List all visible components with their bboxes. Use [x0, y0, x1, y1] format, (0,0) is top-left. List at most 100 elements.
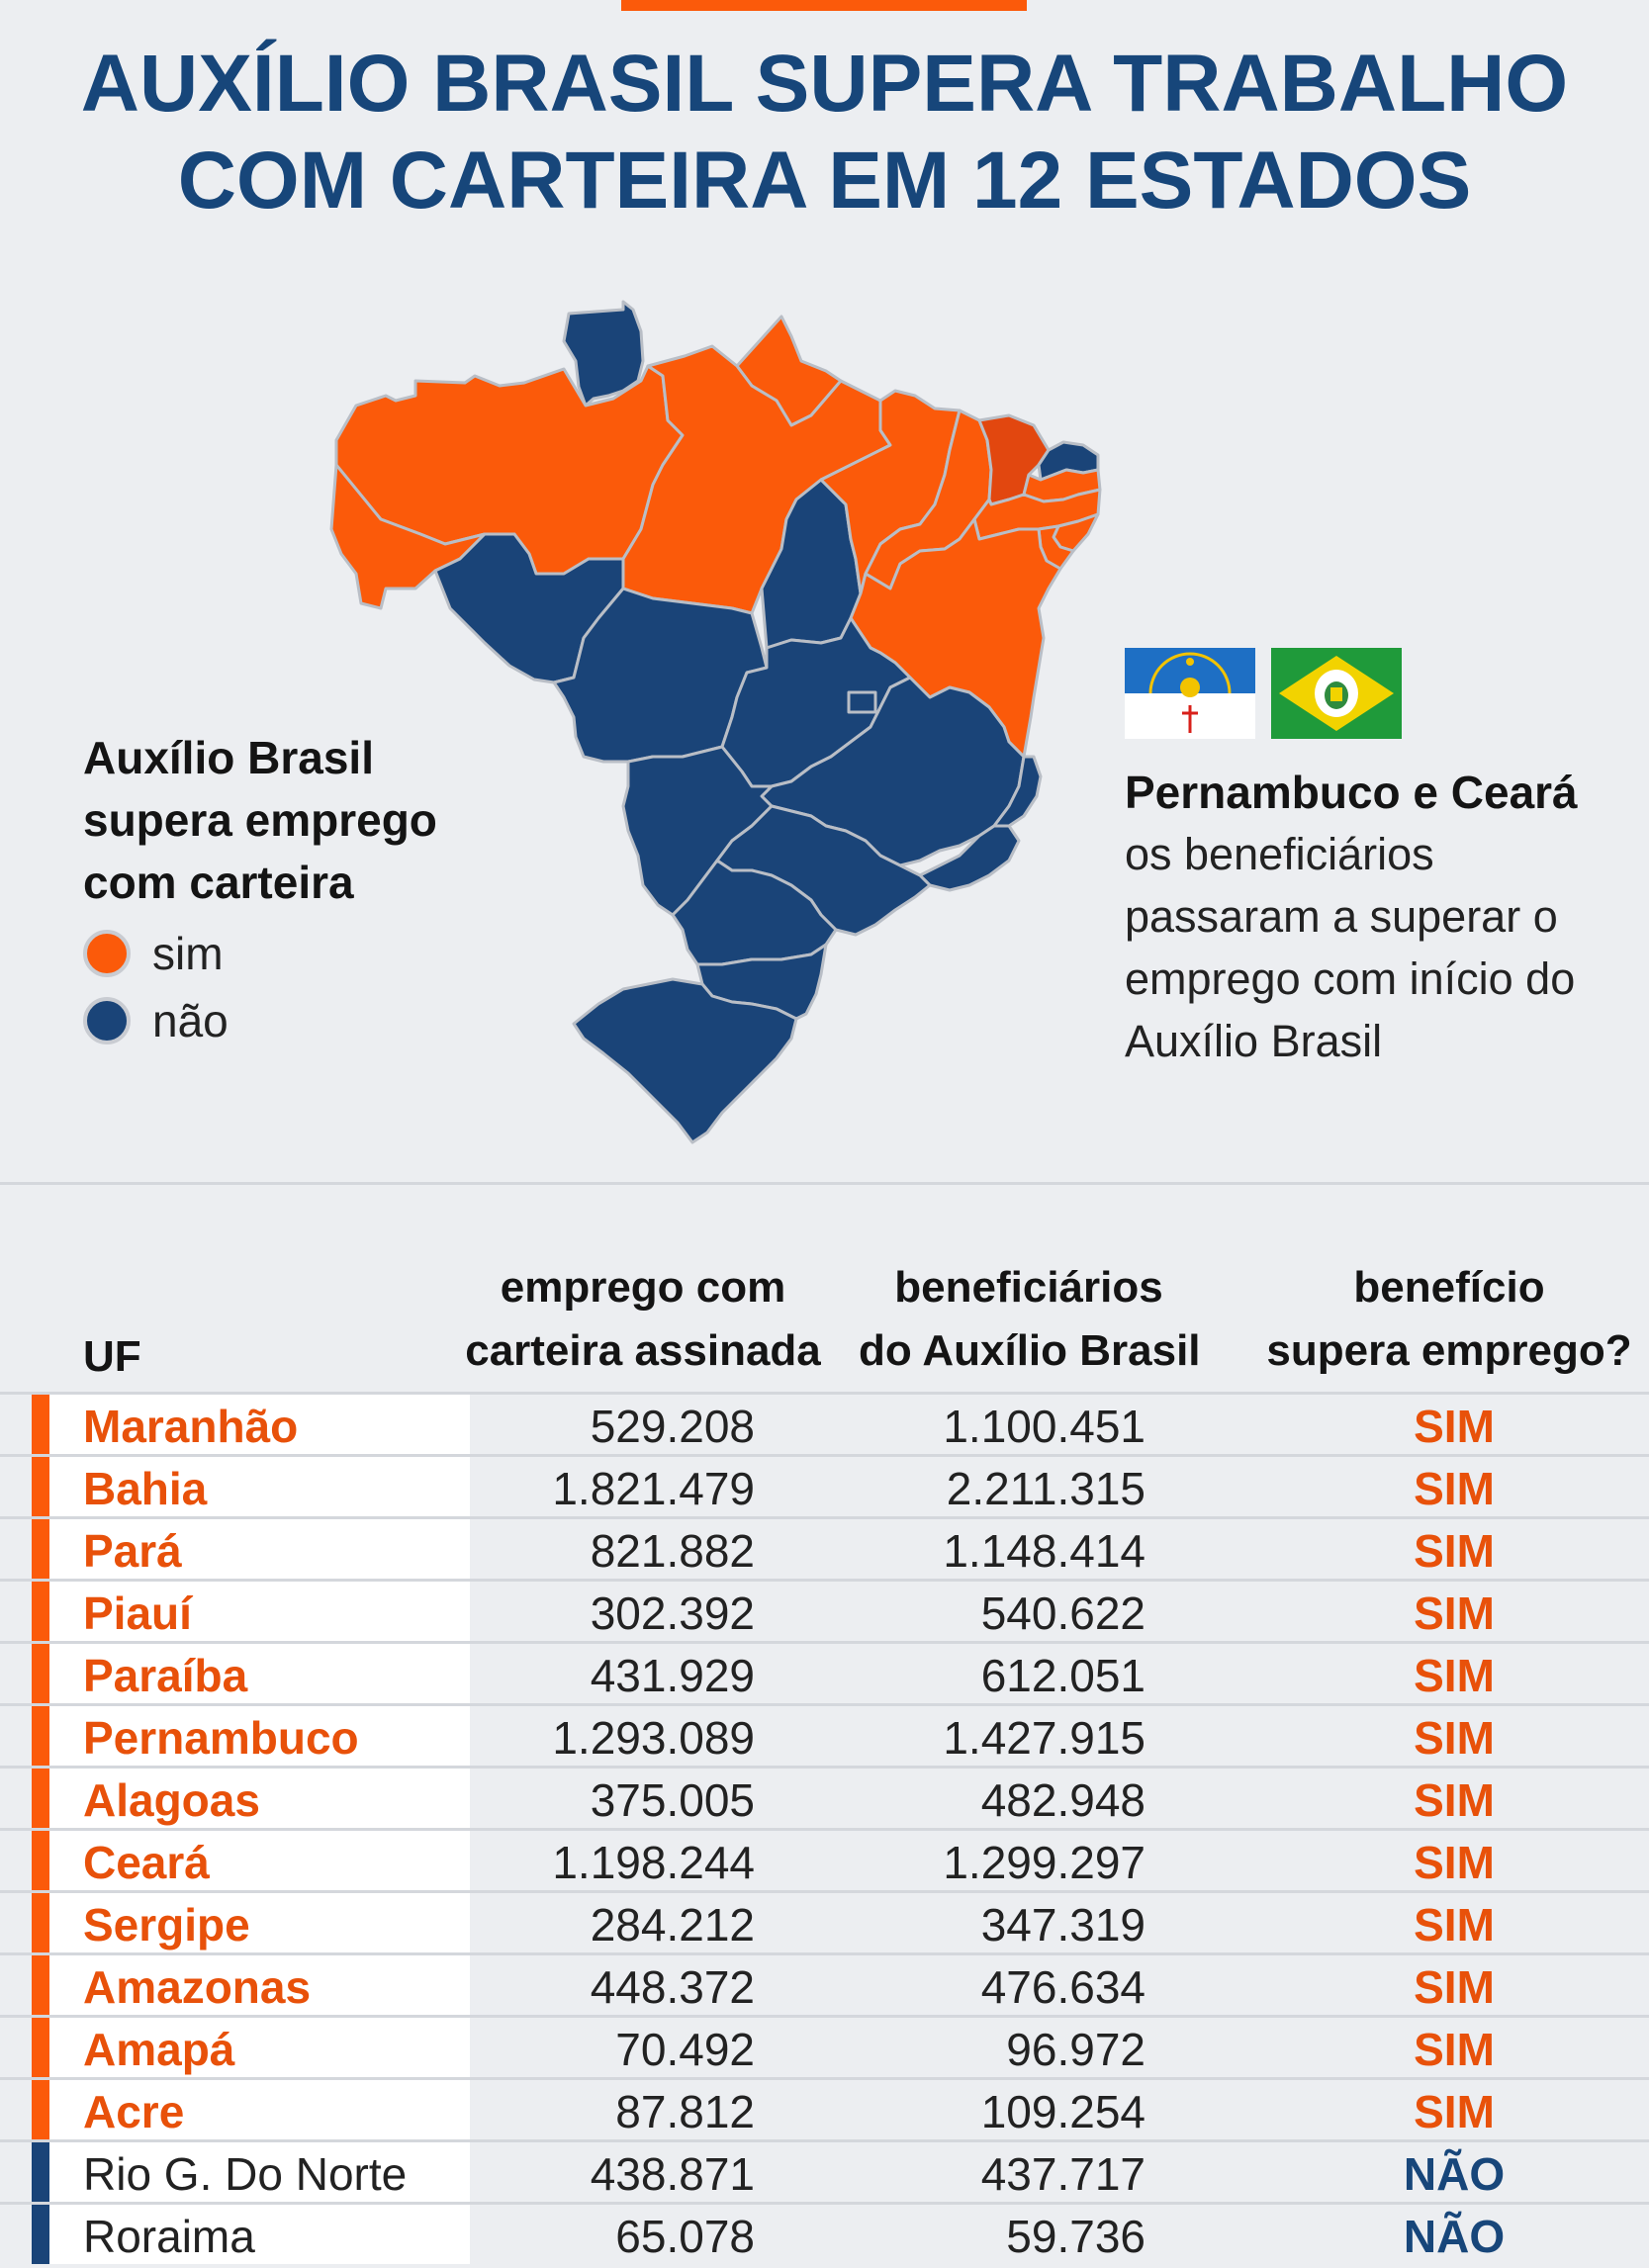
cell-emprego: 431.929 [590, 1650, 755, 1701]
map-legend: Auxílio Brasil supera emprego com cartei… [83, 727, 499, 1048]
title-line-2: COM CARTEIRA EM 12 ESTADOS [177, 136, 1472, 226]
cell-emprego: 1.293.089 [552, 1712, 755, 1764]
cell-uf: Rio G. Do Norte [83, 2148, 408, 2200]
legend-label-nao: não [152, 995, 229, 1046]
cell-uf: Acre [83, 2086, 185, 2137]
header-emprego-line2: carteira assinada [465, 1326, 821, 1375]
state-espirito-santo [992, 755, 1043, 828]
brazil-map [326, 292, 1157, 1162]
cell-emprego: 1.821.479 [552, 1463, 755, 1514]
cell-beneficiarios: 2.211.315 [946, 1463, 1145, 1514]
cell-emprego: 438.871 [590, 2148, 755, 2200]
cell-beneficiarios: 476.634 [980, 1961, 1145, 2013]
state-acre [329, 463, 487, 610]
cell-uf: Roraima [83, 2211, 255, 2262]
flags-note: Pernambuco e Ceará os beneficiários pass… [1125, 648, 1639, 1072]
cell-emprego: 87.812 [615, 2086, 755, 2137]
cell-emprego: 529.208 [590, 1401, 755, 1452]
page-title: AUXÍLIO BRASIL SUPERA TRABALHO COM CARTE… [0, 36, 1649, 229]
cell-beneficiarios: 540.622 [980, 1588, 1145, 1639]
row-marker [32, 2142, 49, 2202]
flags-row [1125, 648, 1639, 742]
cell-uf: Piauí [83, 1588, 192, 1639]
row-marker [32, 1955, 49, 2015]
cell-beneficiarios: 482.948 [980, 1774, 1145, 1826]
section-divider [0, 1182, 1649, 1185]
cell-supera: SIM [1414, 1463, 1495, 1514]
cell-beneficiarios: 1.427.915 [943, 1712, 1145, 1764]
table-header: UF emprego com carteira assinada benefic… [0, 1256, 1649, 1385]
cell-beneficiarios: 437.717 [980, 2148, 1145, 2200]
row-marker [32, 2080, 49, 2139]
header-beneficiarios-line1: beneficiários [894, 1263, 1163, 1312]
legend-dot-sim [83, 930, 131, 977]
cell-beneficiarios: 1.100.451 [943, 1401, 1145, 1452]
cell-uf: Bahia [83, 1463, 208, 1514]
row-marker [32, 1769, 49, 1828]
cell-supera: SIM [1414, 2086, 1495, 2137]
cell-supera: SIM [1414, 1837, 1495, 1888]
table-row: Amapá 70.492 96.972 SIM [0, 2015, 1649, 2077]
header-emprego: emprego com carteira assinada [455, 1256, 831, 1383]
cell-emprego: 375.005 [590, 1774, 755, 1826]
table-row: Paraíba 431.929 612.051 SIM [0, 1641, 1649, 1703]
cell-uf: Ceará [83, 1837, 210, 1888]
cell-supera: SIM [1414, 1525, 1495, 1577]
cell-uf: Pernambuco [83, 1712, 359, 1764]
row-marker [32, 1893, 49, 1952]
row-marker [32, 1395, 49, 1454]
cell-uf: Alagoas [83, 1774, 260, 1826]
ceara-flag-icon [1271, 648, 1402, 739]
pernambuco-flag-icon [1125, 648, 1255, 739]
cell-supera: SIM [1414, 1650, 1495, 1701]
note-body: os beneficiários passaram a superar o em… [1125, 829, 1576, 1066]
header-beneficiarios-line2: do Auxílio Brasil [859, 1326, 1201, 1375]
cell-uf: Sergipe [83, 1899, 250, 1950]
state-distrito-federal [847, 690, 877, 714]
table-row: Amazonas 448.372 476.634 SIM [0, 1952, 1649, 2015]
cell-uf: Amazonas [83, 1961, 312, 2013]
header-supera: benefício supera emprego? [1251, 1256, 1647, 1383]
header-beneficiarios: beneficiários do Auxílio Brasil [859, 1256, 1201, 1383]
cell-supera: NÃO [1403, 2148, 1506, 2200]
row-marker [32, 2205, 49, 2264]
header-supera-line1: benefício [1353, 1263, 1545, 1312]
table-row: Pará 821.882 1.148.414 SIM [0, 1516, 1649, 1579]
cell-beneficiarios: 612.051 [980, 1650, 1145, 1701]
table-row: Piauí 302.392 540.622 SIM [0, 1579, 1649, 1641]
cell-supera: SIM [1414, 1588, 1495, 1639]
table-row: Alagoas 375.005 482.948 SIM [0, 1766, 1649, 1828]
row-marker [32, 1582, 49, 1641]
legend-label-sim: sim [152, 928, 224, 979]
cell-uf: Paraíba [83, 1650, 248, 1701]
cell-uf: Maranhão [83, 1401, 299, 1452]
header-emprego-line1: emprego com [500, 1263, 786, 1312]
cell-supera: SIM [1414, 1712, 1495, 1764]
data-table: Maranhão 529.208 1.100.451 SIM Bahia 1.821.4… [0, 1392, 1649, 2264]
cell-beneficiarios: 59.736 [1006, 2211, 1145, 2262]
cell-supera: SIM [1414, 2024, 1495, 2075]
cell-supera: SIM [1414, 1961, 1495, 2013]
cell-supera: NÃO [1403, 2211, 1506, 2262]
title-line-1: AUXÍLIO BRASIL SUPERA TRABALHO [80, 39, 1569, 129]
cell-beneficiarios: 1.148.414 [943, 1525, 1145, 1577]
table-row: Acre 87.812 109.254 SIM [0, 2077, 1649, 2139]
cell-emprego: 302.392 [590, 1588, 755, 1639]
cell-supera: SIM [1414, 1401, 1495, 1452]
table-row: Pernambuco 1.293.089 1.427.915 SIM [0, 1703, 1649, 1766]
row-marker [32, 1831, 49, 1890]
table-row: Roraima 65.078 59.736 NÃO [0, 2202, 1649, 2264]
row-marker [32, 1519, 49, 1579]
cell-uf: Amapá [83, 2024, 235, 2075]
header-uf: UF [83, 1332, 141, 1381]
cell-supera: SIM [1414, 1899, 1495, 1950]
cell-emprego: 448.372 [590, 1961, 755, 2013]
brazil-map-svg [329, 300, 1102, 1144]
legend-item-sim: sim [83, 926, 499, 981]
legend-item-nao: não [83, 993, 499, 1048]
cell-emprego: 821.882 [590, 1525, 755, 1577]
row-marker [32, 2018, 49, 2077]
cell-beneficiarios: 109.254 [980, 2086, 1145, 2137]
row-marker [32, 1644, 49, 1703]
cell-beneficiarios: 347.319 [980, 1899, 1145, 1950]
